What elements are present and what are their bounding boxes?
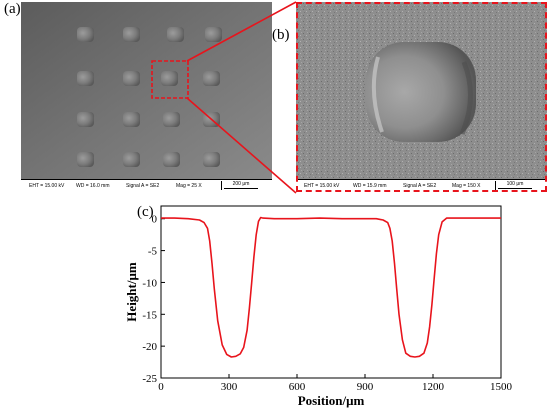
panel-c-label: (c)	[137, 204, 154, 220]
zoom-connector-lines	[186, 1, 297, 194]
profile-line	[161, 216, 501, 358]
y-tick-label: -20	[142, 341, 157, 353]
scale-label: 100 μm	[506, 181, 524, 187]
sem-image-array: EHT = 15.00 kV WD = 16.0 mm Signal A = S…	[21, 2, 272, 192]
x-axis-label: Position/μm	[298, 393, 365, 408]
y-tick-label: -10	[142, 277, 157, 289]
eht-readout: EHT = 15.00 kV	[304, 183, 340, 189]
wd-readout: WD = 15.9 mm	[353, 183, 387, 189]
sem-array-graphic	[21, 2, 272, 180]
panel-a-label: (a)	[4, 1, 21, 17]
x-tick-label: 0	[158, 381, 164, 393]
scale-label: 200 μm	[232, 181, 250, 187]
scale-bar-b: 100 μm	[495, 181, 540, 190]
y-tick-label: -5	[148, 246, 158, 258]
sem-pit-graphic	[296, 2, 547, 180]
sem-image-single-pit: EHT = 15.00 kV WD = 15.9 mm Signal A = S…	[296, 2, 547, 192]
x-tick-label: 1500	[490, 381, 513, 393]
x-tick-label: 300	[221, 381, 238, 393]
x-tick-label: 900	[357, 381, 374, 393]
sem-databar-b: EHT = 15.00 kV WD = 15.9 mm Signal A = S…	[296, 179, 547, 192]
scale-bar-a: 200 μm	[221, 181, 266, 190]
y-tick-label: -15	[142, 309, 157, 321]
panel-b-label: (b)	[272, 27, 290, 43]
pit-grid	[77, 27, 222, 167]
x-tick-label: 1200	[422, 381, 445, 393]
eht-readout: EHT = 15.00 kV	[29, 183, 65, 189]
sem-databar-a: EHT = 15.00 kV WD = 16.0 mm Signal A = S…	[21, 179, 272, 192]
signal-readout: Signal A = SE2	[126, 183, 160, 189]
x-tick-label: 600	[289, 381, 306, 393]
highlight-box	[151, 60, 189, 99]
mag-readout: Mag = 25 X	[176, 183, 202, 189]
zoom-frame	[296, 2, 547, 192]
signal-readout: Signal A = SE2	[403, 183, 437, 189]
wd-readout: WD = 16.0 mm	[76, 183, 110, 189]
y-tick-label: -25	[142, 373, 157, 385]
mag-readout: Mag = 150 X	[452, 183, 481, 189]
y-axis-label: Height/μm	[124, 262, 139, 322]
plot-frame	[160, 205, 502, 379]
y-tick-label: 0	[152, 214, 158, 226]
